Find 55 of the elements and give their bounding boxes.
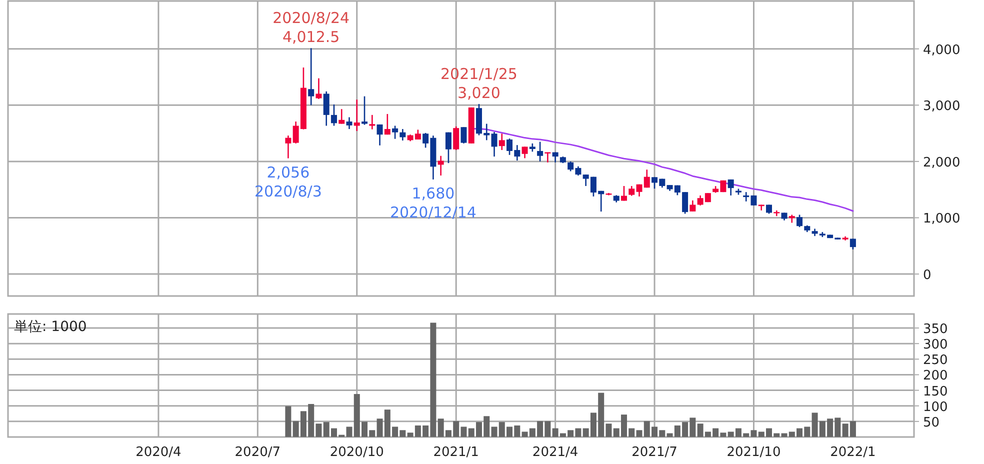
y-tick-label: 150 [923,384,948,400]
annotation: 2,056 2020/8/3 [254,163,322,200]
candlestick [316,78,322,100]
candlestick [384,113,390,136]
candlestick [285,134,292,159]
y-tick-label: 2,000 [923,155,960,170]
y-tick-label: 250 [923,353,948,368]
y-tick-label: 200 [923,368,948,384]
candlestick [728,178,734,196]
y-tick-label: 3,000 [923,99,960,114]
y-tick-label: 350 [923,322,948,338]
y-tick-label: 50 [923,415,940,430]
x-tick-label: 2021/10 [726,445,781,460]
annotation: 2021/1/25 3,020 [440,65,518,102]
candlestick [392,125,398,140]
candlestick [453,126,460,151]
x-tick-label: 2020/10 [330,445,384,460]
y-tick-label: 1,000 [923,212,960,227]
candlestick [460,126,467,144]
x-tick-label: 2022/1 [830,445,876,460]
candlestick [369,114,376,130]
y-tick-label: 100 [923,400,948,415]
candlestick [620,185,627,202]
candlestick [338,108,345,124]
candlestick [758,204,764,212]
x-tick-label: 2021/1 [433,445,479,460]
candlestick [308,48,314,106]
candlestick [445,132,452,164]
candlestick [330,104,337,126]
candlestick [690,200,696,212]
candlestick [400,128,406,142]
candlestick [796,214,803,228]
candlestick [498,132,505,151]
candlestick [354,98,360,132]
x-tick-label: 2021/4 [532,445,578,460]
x-tick-label: 2020/4 [136,445,182,460]
candlestick [522,146,528,159]
candlestick [362,96,368,126]
x-tick-label: 2021/7 [632,445,678,460]
candlestick [323,90,330,126]
candlestick [491,131,498,158]
bar [285,406,292,437]
annotation: 2020/8/24 4,012.5 [272,9,350,46]
candlestick [537,141,544,162]
candlestick [766,204,772,214]
y-tick-label: 0 [923,268,932,284]
candlestick [346,116,352,130]
annotation: 単位: 1000 [14,319,87,335]
candlestick [628,185,635,196]
y-tick-label: 4,000 [923,42,960,58]
candlestick [850,238,856,250]
candlestick [376,124,383,146]
y-tick-label: 300 [923,338,948,353]
x-tick-label: 2020/7 [234,445,281,460]
annotation: 1,680 2020/12/14 [390,184,476,222]
